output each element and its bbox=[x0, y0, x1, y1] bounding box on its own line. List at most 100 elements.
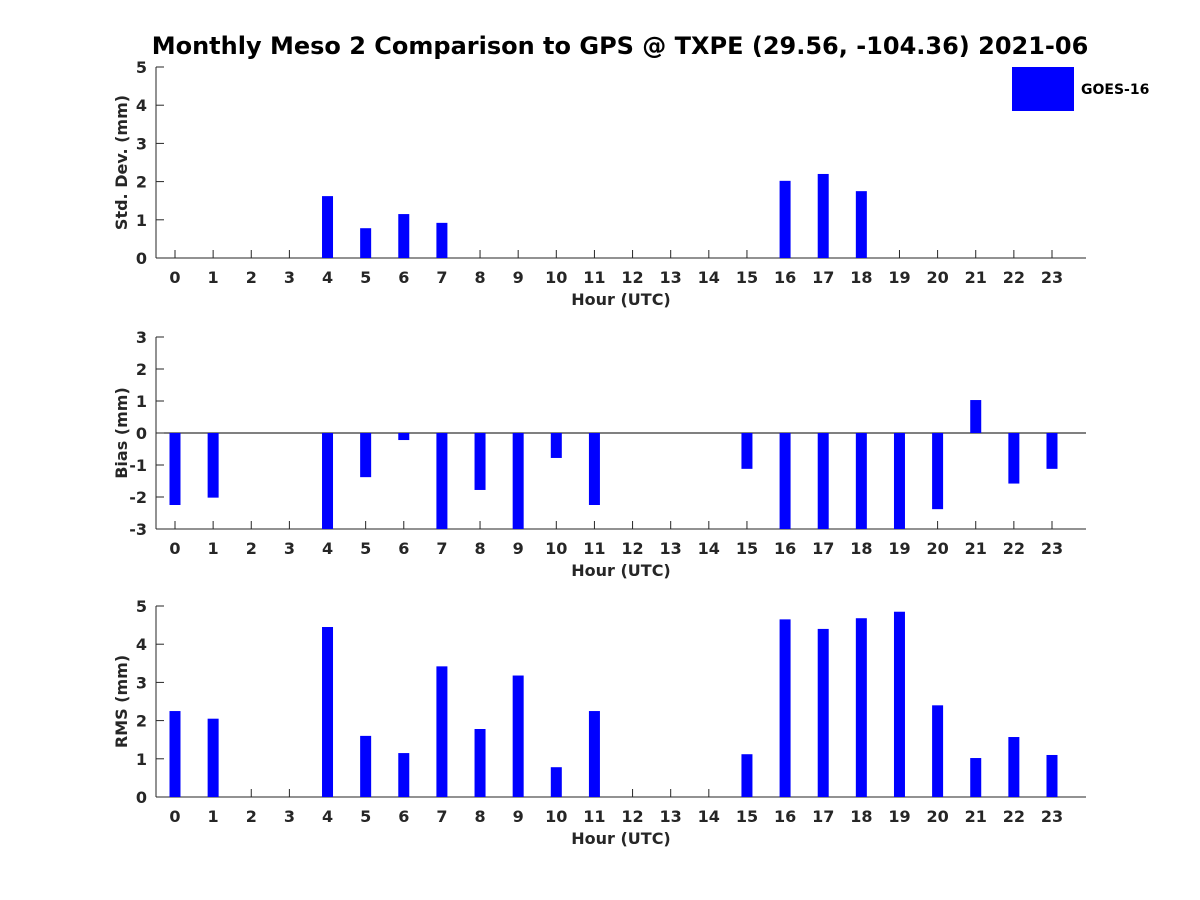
x-tick-label-12: 12 bbox=[621, 539, 643, 558]
x-tick-label-10: 10 bbox=[545, 539, 567, 558]
x-tick-label-8: 8 bbox=[474, 268, 485, 287]
x-tick-label-6: 6 bbox=[398, 539, 409, 558]
bar-hour-16 bbox=[779, 180, 791, 258]
x-tick-label-20: 20 bbox=[926, 268, 948, 287]
x-tick-label-19: 19 bbox=[888, 539, 910, 558]
y-tick-label: 1 bbox=[136, 211, 147, 230]
x-tick-label-16: 16 bbox=[774, 539, 796, 558]
bar-hour-22 bbox=[1008, 737, 1020, 797]
bar-hour-1 bbox=[207, 433, 219, 498]
x-tick-label-22: 22 bbox=[1003, 539, 1025, 558]
x-tick-label-9: 9 bbox=[513, 268, 524, 287]
x-tick-label-9: 9 bbox=[513, 807, 524, 826]
y-tick-label: 1 bbox=[136, 392, 147, 411]
x-tick-label-23: 23 bbox=[1041, 807, 1063, 826]
bar-hour-8 bbox=[474, 433, 486, 490]
bar-hour-20 bbox=[932, 705, 944, 797]
bar-hour-0 bbox=[169, 711, 181, 797]
chart-title: Monthly Meso 2 Comparison to GPS @ TXPE … bbox=[152, 32, 1089, 60]
x-tick-label-5: 5 bbox=[360, 268, 371, 287]
bar-hour-5 bbox=[360, 735, 372, 797]
x-tick-label-3: 3 bbox=[284, 807, 295, 826]
x-axis-label: Hour (UTC) bbox=[571, 829, 671, 848]
x-tick-label-22: 22 bbox=[1003, 268, 1025, 287]
x-tick-label-8: 8 bbox=[474, 539, 485, 558]
x-tick-label-23: 23 bbox=[1041, 539, 1063, 558]
bar-hour-6 bbox=[398, 214, 410, 258]
x-tick-label-9: 9 bbox=[513, 539, 524, 558]
x-tick-label-4: 4 bbox=[322, 807, 333, 826]
bar-hour-11 bbox=[588, 711, 600, 797]
y-tick-label: 0 bbox=[136, 424, 147, 443]
x-axis-label: Hour (UTC) bbox=[571, 290, 671, 309]
bar-hour-10 bbox=[550, 433, 562, 458]
x-tick-label-8: 8 bbox=[474, 807, 485, 826]
x-tick-label-14: 14 bbox=[698, 268, 720, 287]
bar-hour-16 bbox=[779, 433, 791, 529]
x-tick-label-16: 16 bbox=[774, 268, 796, 287]
bar-hour-4 bbox=[322, 627, 334, 797]
bar-hour-4 bbox=[322, 196, 334, 258]
x-tick-label-0: 0 bbox=[169, 807, 180, 826]
bar-hour-5 bbox=[360, 433, 372, 478]
x-tick-label-6: 6 bbox=[398, 807, 409, 826]
bar-hour-17 bbox=[817, 628, 829, 797]
bar-hour-20 bbox=[932, 433, 944, 510]
x-tick-label-20: 20 bbox=[926, 539, 948, 558]
x-tick-label-11: 11 bbox=[583, 268, 605, 287]
bar-hour-21 bbox=[970, 758, 982, 797]
x-tick-label-19: 19 bbox=[888, 807, 910, 826]
bar-hour-7 bbox=[436, 666, 448, 797]
x-tick-label-15: 15 bbox=[736, 539, 758, 558]
bar-hour-19 bbox=[893, 611, 905, 797]
x-tick-label-11: 11 bbox=[583, 539, 605, 558]
bar-hour-22 bbox=[1008, 433, 1020, 484]
x-tick-label-4: 4 bbox=[322, 268, 333, 287]
legend-swatch bbox=[1012, 67, 1074, 111]
y-tick-label: 2 bbox=[136, 360, 147, 379]
x-tick-label-14: 14 bbox=[698, 539, 720, 558]
y-axis-label: Std. Dev. (mm) bbox=[112, 95, 131, 230]
x-tick-label-5: 5 bbox=[360, 539, 371, 558]
bar-hour-8 bbox=[474, 729, 486, 797]
legend: GOES-16 bbox=[1012, 67, 1149, 111]
x-tick-label-15: 15 bbox=[736, 807, 758, 826]
y-tick-label: -1 bbox=[129, 456, 147, 475]
x-tick-label-7: 7 bbox=[436, 807, 447, 826]
x-tick-label-18: 18 bbox=[850, 539, 872, 558]
y-tick-label: 0 bbox=[136, 788, 147, 807]
x-axis-label: Hour (UTC) bbox=[571, 561, 671, 580]
x-tick-label-5: 5 bbox=[360, 807, 371, 826]
x-tick-label-13: 13 bbox=[660, 807, 682, 826]
bar-hour-16 bbox=[779, 619, 791, 797]
x-tick-label-14: 14 bbox=[698, 807, 720, 826]
x-tick-label-4: 4 bbox=[322, 539, 333, 558]
y-axis-label: Bias (mm) bbox=[112, 387, 131, 479]
bar-hour-9 bbox=[512, 675, 524, 797]
x-tick-label-1: 1 bbox=[208, 268, 219, 287]
x-tick-label-21: 21 bbox=[965, 268, 987, 287]
x-tick-label-12: 12 bbox=[621, 268, 643, 287]
x-tick-label-7: 7 bbox=[436, 268, 447, 287]
x-tick-label-23: 23 bbox=[1041, 268, 1063, 287]
x-tick-label-0: 0 bbox=[169, 539, 180, 558]
bar-hour-21 bbox=[970, 400, 982, 433]
y-tick-label: 2 bbox=[136, 173, 147, 192]
bar-hour-0 bbox=[169, 433, 181, 505]
x-tick-label-16: 16 bbox=[774, 807, 796, 826]
x-tick-label-3: 3 bbox=[284, 539, 295, 558]
x-tick-label-1: 1 bbox=[208, 539, 219, 558]
y-tick-label: -3 bbox=[129, 520, 147, 539]
legend-label: GOES-16 bbox=[1081, 82, 1149, 98]
y-tick-label: 1 bbox=[136, 750, 147, 769]
x-tick-label-6: 6 bbox=[398, 268, 409, 287]
x-tick-label-2: 2 bbox=[246, 268, 257, 287]
bar-hour-1 bbox=[207, 718, 219, 797]
bar-hour-15 bbox=[741, 754, 753, 797]
x-tick-label-13: 13 bbox=[660, 539, 682, 558]
x-tick-label-21: 21 bbox=[965, 807, 987, 826]
x-tick-label-18: 18 bbox=[850, 807, 872, 826]
bar-hour-23 bbox=[1046, 433, 1058, 469]
bar-hour-18 bbox=[855, 433, 867, 529]
